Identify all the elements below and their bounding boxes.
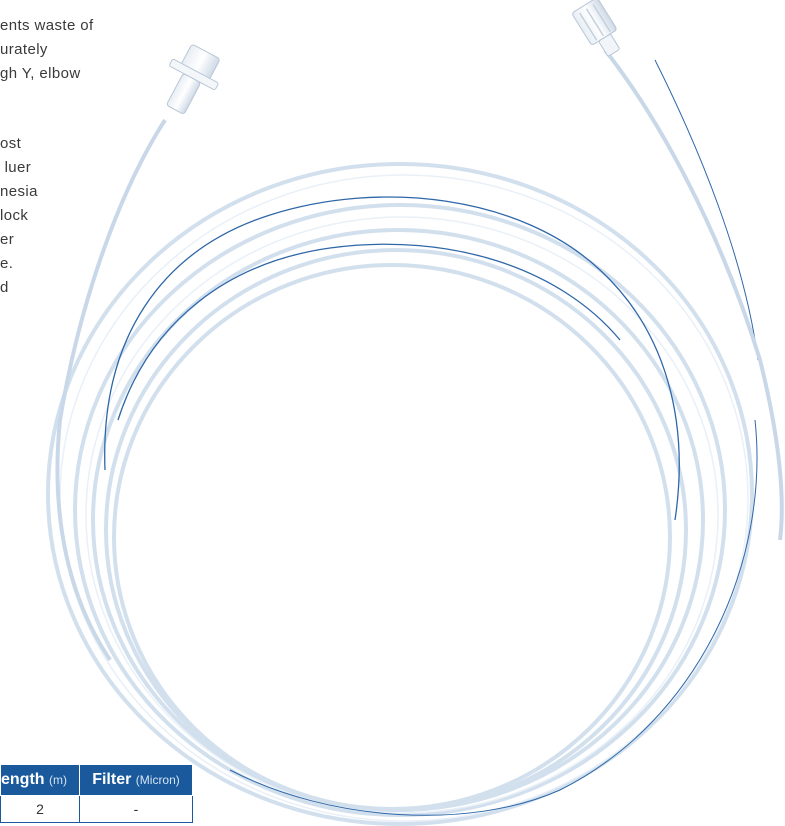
left-tail: [55, 118, 167, 662]
tubing-loop-highlight: [85, 216, 719, 814]
table-header-row: ength (m) Filter (Micron): [0, 764, 193, 796]
description-line: ost: [0, 135, 22, 152]
tubing-stripe: [117, 243, 621, 421]
description-line: ents waste of: [0, 17, 94, 34]
right-tail: [603, 48, 784, 541]
tubing-stripe: [654, 59, 759, 361]
description-line: luer: [0, 159, 32, 176]
table-row: 2 -: [0, 795, 193, 823]
tubing-stripes: [104, 59, 759, 816]
description-paragraph-2: ost luer nesia lock er e. d: [0, 132, 38, 300]
column-header-filter: Filter (Micron): [79, 764, 193, 796]
tubing-tails: [55, 48, 784, 662]
description-line: d: [0, 279, 9, 296]
column-header-length: ength (m): [0, 764, 80, 796]
tubing-loop: [112, 263, 672, 811]
tubing-loop: [46, 162, 754, 826]
male-luer-connector: [166, 44, 220, 114]
description-line: lock: [0, 207, 29, 224]
tubing-stripe: [104, 196, 680, 521]
description-line: urately: [0, 41, 48, 58]
specification-table: ength (m) Filter (Micron) 2 -: [0, 764, 193, 823]
description-line: er: [0, 231, 15, 248]
tubing-loop-highlight: [59, 174, 749, 822]
table-cell-length: 2: [0, 795, 80, 823]
table-cell-filter: -: [79, 795, 193, 823]
description-paragraph-1: ents waste of urately gh Y, elbow: [0, 14, 94, 86]
tubing-coil: [46, 162, 754, 826]
description-line: nesia: [0, 183, 38, 200]
description-line: e.: [0, 255, 14, 272]
tubing-stripe: [229, 419, 758, 816]
description-line: gh Y, elbow: [0, 65, 81, 82]
female-luer-connector: [572, 0, 620, 57]
